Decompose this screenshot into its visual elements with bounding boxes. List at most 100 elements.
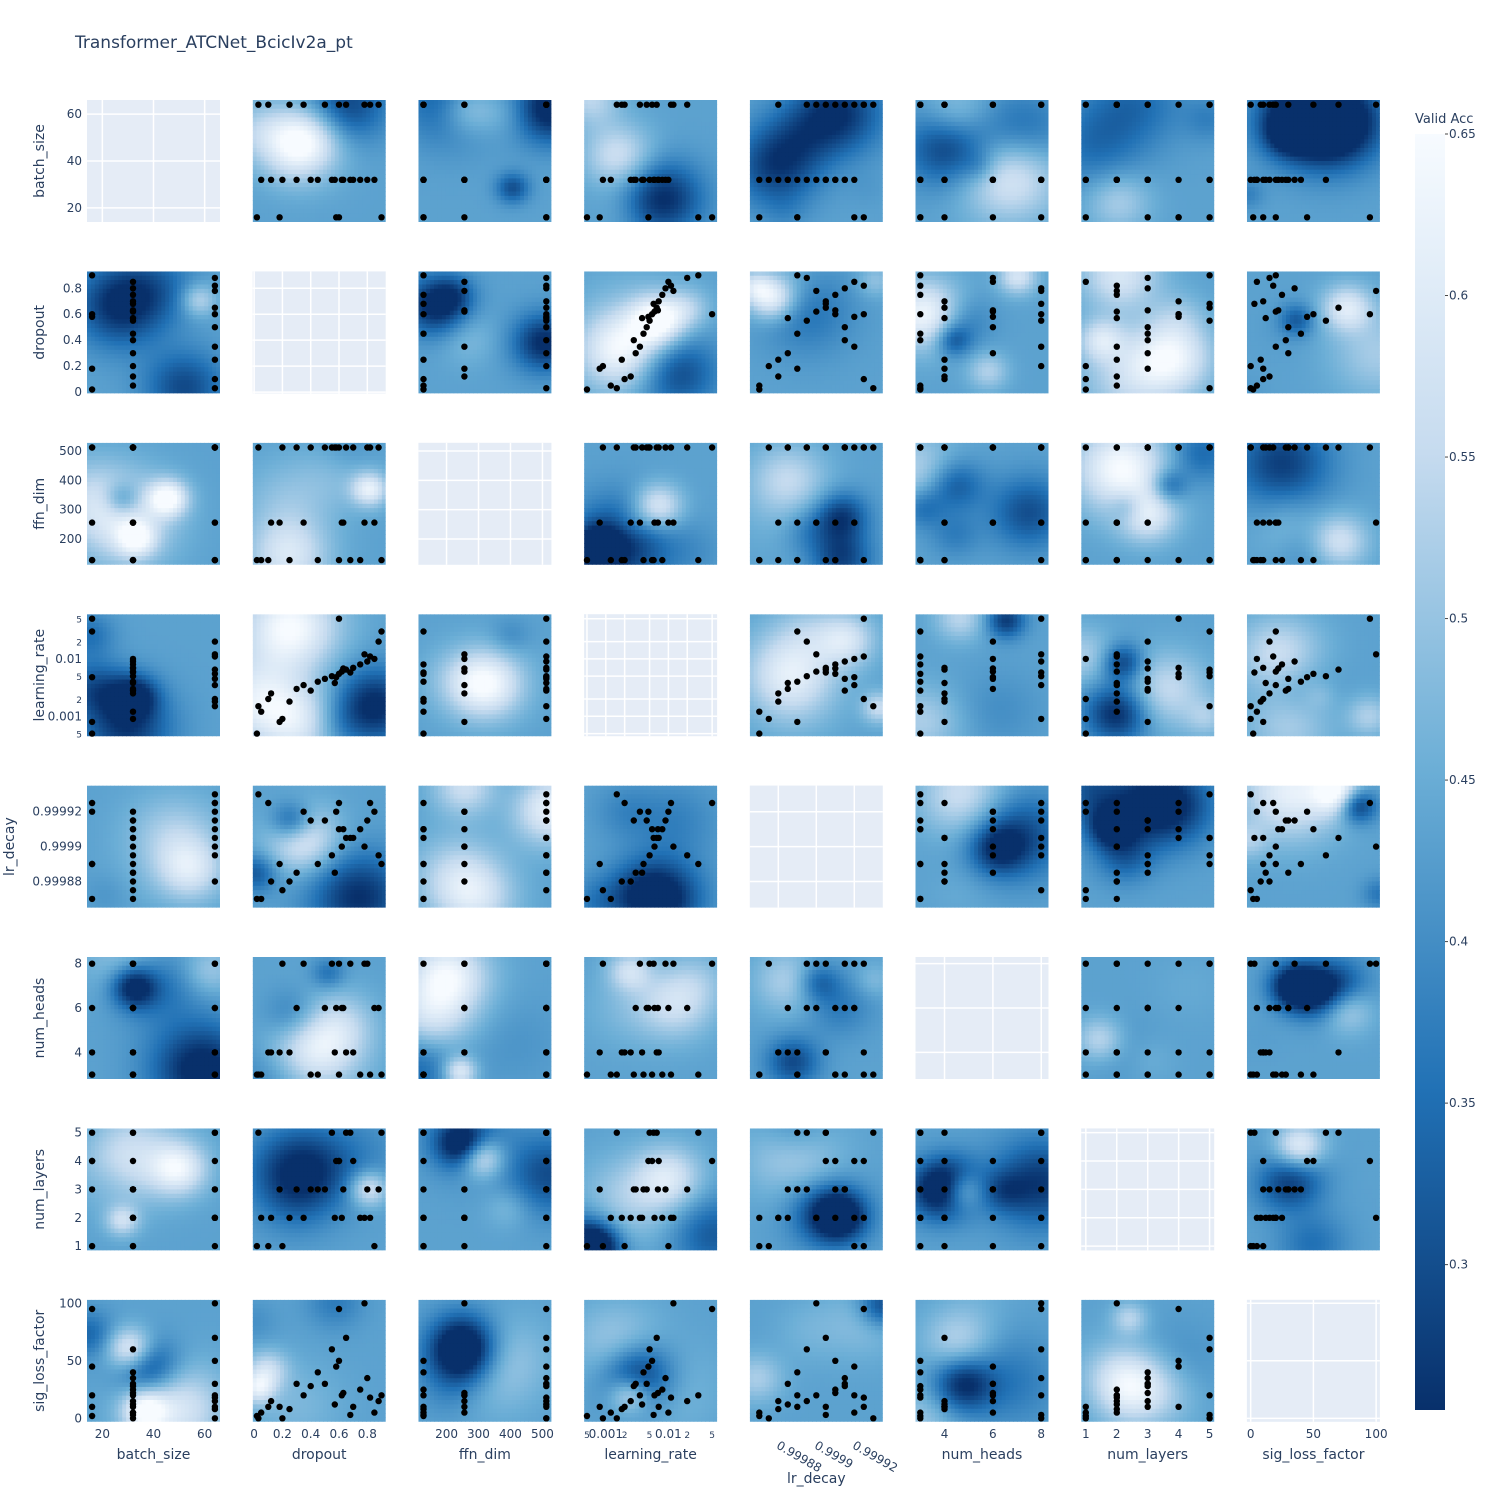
trial-point <box>1206 1392 1213 1399</box>
trial-point <box>1175 674 1182 681</box>
trial-point <box>803 317 810 324</box>
trial-point <box>832 1357 839 1364</box>
trial-point <box>314 176 321 183</box>
trial-point <box>613 385 620 392</box>
trial-point <box>841 658 848 665</box>
contour-heatmap <box>1246 957 1380 1079</box>
trial-point <box>461 214 468 221</box>
trial-point <box>1113 1405 1120 1413</box>
trial-point <box>599 1415 607 1422</box>
trial-point <box>1144 337 1151 344</box>
trial-point <box>321 1380 329 1387</box>
trial-point <box>543 362 550 370</box>
x-tick-label: 300 <box>467 1427 490 1441</box>
trial-point <box>775 101 782 108</box>
y-tick-label: 4 <box>74 1154 82 1168</box>
y-tick-label: 0.8 <box>63 281 82 295</box>
trial-point <box>129 808 137 815</box>
trial-point <box>607 556 614 564</box>
trial-point <box>784 350 791 357</box>
trial-point <box>129 1346 137 1353</box>
trial-point <box>366 1394 374 1401</box>
trial-point <box>1038 1374 1045 1382</box>
trial-point <box>654 176 662 183</box>
trial-point <box>420 628 427 635</box>
colorbar-tick-label: 0.6 <box>1449 289 1468 303</box>
trial-point <box>1113 1401 1120 1408</box>
trial-point <box>1310 670 1317 677</box>
trial-point <box>655 1403 662 1410</box>
trial-point <box>813 1300 820 1307</box>
trial-point <box>917 311 924 318</box>
trial-point <box>648 1357 656 1364</box>
trial-point <box>636 101 644 108</box>
trial-point <box>366 799 374 807</box>
trial-point <box>627 519 634 526</box>
trial-point <box>665 176 672 183</box>
trial-point <box>832 665 839 672</box>
trial-point <box>1175 1071 1182 1078</box>
trial-point <box>1297 860 1305 868</box>
subplot-lr_decay-vs-num_layers <box>1081 785 1215 908</box>
subplot-sig_loss_factor-vs-num_layers: 1 2 3 4 5 <box>1081 1299 1215 1441</box>
trial-point <box>662 1374 669 1382</box>
trial-point <box>1322 444 1330 451</box>
trial-point <box>917 214 924 221</box>
trial-point <box>917 678 924 685</box>
y-tick-label: 200 <box>59 532 82 546</box>
trial-point <box>989 817 997 824</box>
colorbar-tick-label: 0.5 <box>1449 612 1468 626</box>
trial-point <box>129 1129 137 1136</box>
trial-point <box>258 1409 265 1416</box>
trial-point <box>665 1242 672 1250</box>
trial-point <box>293 1380 300 1387</box>
trial-point <box>265 1242 272 1250</box>
trial-point <box>255 703 262 710</box>
trial-point <box>88 313 96 320</box>
trial-point <box>1206 300 1213 307</box>
x-tick-label: 5 <box>647 1431 653 1441</box>
trial-point <box>638 176 646 183</box>
contour-heatmap <box>418 614 552 737</box>
trial-point <box>1272 808 1279 815</box>
trial-point <box>543 674 550 681</box>
trial-point <box>1266 274 1273 282</box>
trial-point <box>375 852 382 859</box>
trial-point <box>286 556 293 564</box>
trial-point <box>618 1214 625 1221</box>
trial-point <box>695 214 702 221</box>
trial-point <box>461 1049 468 1056</box>
trial-point <box>342 444 350 451</box>
trial-point <box>255 101 262 108</box>
trial-point <box>784 1004 791 1012</box>
trial-point <box>1113 960 1120 967</box>
trial-point <box>314 1186 321 1193</box>
trial-point <box>1113 1004 1120 1012</box>
trial-point <box>813 960 820 967</box>
trial-point <box>543 1049 550 1056</box>
trial-point <box>129 1242 137 1250</box>
trial-point <box>211 960 219 967</box>
trial-point <box>378 214 385 221</box>
trial-point <box>917 1382 924 1390</box>
trial-point <box>1038 287 1045 295</box>
trial-point <box>794 1186 801 1193</box>
subplot-batch_size-vs-lr_decay <box>749 100 883 222</box>
trial-point <box>841 101 848 108</box>
trial-point <box>659 1071 666 1078</box>
trial-point <box>357 826 364 833</box>
contour-heatmap <box>252 614 386 737</box>
trial-point <box>211 304 219 311</box>
trial-point <box>1322 673 1330 680</box>
trial-point <box>765 1242 772 1250</box>
trial-point <box>129 291 137 298</box>
trial-point <box>653 1049 660 1056</box>
trial-point <box>335 556 343 564</box>
x-axis-title: sig_loss_factor <box>1262 1447 1364 1463</box>
trial-point <box>129 960 137 967</box>
trial-point <box>543 1363 550 1370</box>
trial-point <box>803 673 810 680</box>
trial-point <box>917 687 924 694</box>
trial-point <box>543 1186 550 1193</box>
trial-point <box>640 1369 647 1376</box>
